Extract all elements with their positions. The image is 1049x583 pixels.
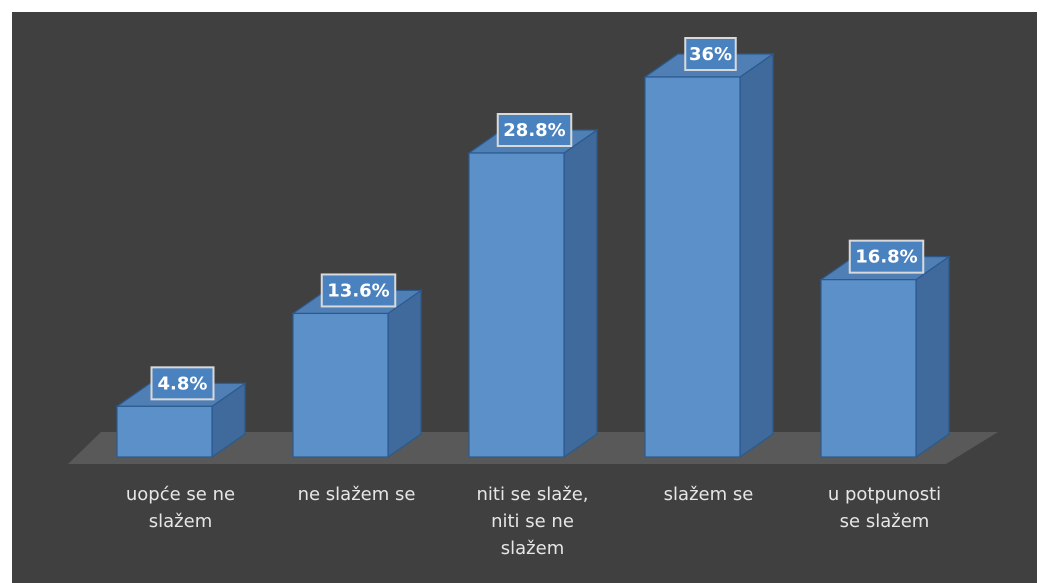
bar-side — [739, 52, 774, 459]
bar-2 — [291, 289, 423, 459]
data-label-text: 13.6% — [327, 280, 389, 301]
data-label-5: 16.8% — [848, 239, 925, 274]
category-label-line: se slažem — [840, 511, 930, 532]
category-label-line: u potpunosti — [828, 484, 941, 505]
category-label-line: niti se ne — [491, 511, 574, 532]
category-label-line: ne slažem se — [298, 484, 416, 505]
category-label-line: slažem se — [664, 484, 754, 505]
data-label-text: 36% — [689, 44, 732, 65]
bar-3 — [467, 128, 599, 459]
bar-front — [292, 312, 389, 458]
bar-side — [915, 255, 950, 459]
category-label-4: slažem se — [664, 484, 754, 505]
data-label-2: 13.6% — [320, 273, 397, 308]
category-label-2: ne slažem se — [298, 484, 416, 505]
bars-group — [115, 52, 951, 459]
data-label-3: 28.8% — [496, 113, 573, 147]
data-label-1: 4.8% — [150, 366, 215, 401]
bar-front — [116, 405, 213, 458]
bar-4 — [643, 52, 775, 459]
category-label-3: niti se slaže, niti se ne slažem — [476, 484, 588, 559]
category-label-5: u potpunosti se slažem — [828, 484, 941, 532]
data-label-box — [684, 37, 737, 71]
bar-side — [563, 128, 598, 459]
category-label-line: uopće se ne — [126, 484, 235, 505]
data-label-box — [848, 239, 925, 274]
bar-side — [387, 289, 422, 459]
category-labels-group: uopće se ne slažem ne slažem se niti se sla… — [126, 484, 941, 559]
data-label-box — [496, 113, 573, 147]
bar-front — [644, 76, 741, 458]
data-label-text: 28.8% — [503, 120, 565, 141]
category-label-line: slažem — [149, 511, 212, 532]
data-label-box — [320, 273, 397, 308]
bar-5 — [819, 255, 951, 459]
bar-1 — [115, 382, 247, 459]
bar-front — [468, 152, 565, 458]
data-label-4: 36% — [684, 37, 737, 71]
data-label-box — [150, 366, 215, 401]
category-label-line: niti se slaže, — [476, 484, 588, 505]
category-label-1: uopće se ne slažem — [126, 484, 235, 532]
data-labels-group: 4.8% 13.6% 28.8% 36% 16.8% — [150, 37, 925, 401]
data-label-text: 16.8% — [855, 247, 917, 268]
data-label-text: 4.8% — [158, 373, 208, 394]
category-label-line: slažem — [501, 538, 564, 559]
bar-front — [820, 279, 917, 458]
